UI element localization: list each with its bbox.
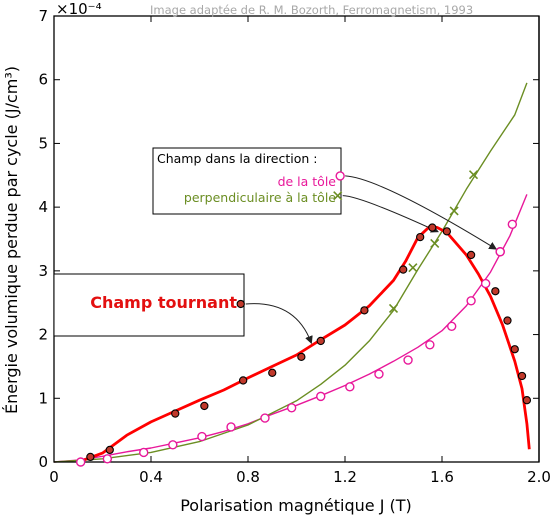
data-point-de-la-tole xyxy=(286,403,297,413)
data-point-perpendiculaire xyxy=(408,263,418,273)
data-point-de-la-tole xyxy=(495,247,505,257)
data-point-de-la-tole xyxy=(335,171,345,181)
data-point-champ-tournant xyxy=(466,250,476,260)
data-point-champ-tournant xyxy=(399,265,408,274)
data-point-champ-tournant xyxy=(503,316,512,325)
data-point-champ-tournant xyxy=(491,287,500,296)
data-point-champ-tournant xyxy=(360,306,369,315)
x-tick-label: 0.8 xyxy=(236,468,260,486)
data-point-de-la-tole xyxy=(374,369,384,379)
data-point-de-la-tole xyxy=(197,431,207,442)
data-point-champ-tournant xyxy=(105,445,114,455)
data-point-champ-tournant xyxy=(416,232,425,242)
data-point-perpendiculaire xyxy=(449,206,459,216)
data-point-perpendiculaire xyxy=(468,170,479,180)
x-tick-label: 1.6 xyxy=(430,468,454,486)
data-point-de-la-tole xyxy=(168,440,178,450)
data-point-champ-tournant xyxy=(297,352,306,362)
x-tick-label: 2.0 xyxy=(527,468,551,486)
y-multiplier: ×10⁻⁴ xyxy=(56,0,102,18)
data-point-de-la-tole xyxy=(139,447,149,458)
data-point-champ-tournant xyxy=(442,227,451,236)
data-point-de-la-tole xyxy=(480,278,491,289)
annotation-label: Champ tournant xyxy=(90,293,237,312)
legend-entry-de-la-tole: de la tôle xyxy=(278,174,337,189)
credit-text: Image adaptée de R. M. Bozorth, Ferromag… xyxy=(150,3,473,17)
y-tick-label: 5 xyxy=(38,134,48,152)
data-point-perpendiculaire xyxy=(333,191,343,201)
data-point-perpendiculaire xyxy=(388,303,399,314)
annotation-arrows xyxy=(245,175,498,345)
arrow-de-la-tole xyxy=(345,175,498,250)
data-point-de-la-tole xyxy=(75,457,86,467)
axes-frame xyxy=(53,15,540,463)
data-point-de-la-tole xyxy=(345,382,355,392)
data-point-de-la-tole xyxy=(425,340,435,350)
data-point-de-la-tole xyxy=(466,296,476,306)
series-line-champ-tournant xyxy=(77,224,531,464)
data-point-champ-tournant xyxy=(236,299,245,309)
legend-title: Champ dans la direction : xyxy=(157,151,317,166)
data-point-champ-tournant xyxy=(522,396,532,405)
data-point-champ-tournant xyxy=(517,371,527,381)
data-point-de-la-tole xyxy=(226,422,236,432)
data-point-champ-tournant xyxy=(268,368,277,377)
data-point-champ-tournant xyxy=(428,223,437,232)
legend: Champ dans la direction : de la tôle per… xyxy=(152,147,342,215)
data-point-champ-tournant xyxy=(238,376,248,385)
data-point-champ-tournant xyxy=(86,452,95,462)
y-tick-label: 6 xyxy=(38,71,48,89)
x-tick-label: 0.4 xyxy=(139,468,163,486)
data-point-champ-tournant xyxy=(171,409,180,418)
series-line-de-la-t-le xyxy=(53,194,528,463)
y-tick-label: 2 xyxy=(38,326,48,344)
data-point-de-la-tole xyxy=(260,413,270,423)
y-tick-label: 1 xyxy=(38,389,48,407)
data-point-champ-tournant xyxy=(510,345,519,354)
x-tick-label: 1.2 xyxy=(333,468,357,486)
y-axis-label: Énergie volumique perdue par cycle (J/cm… xyxy=(2,66,21,414)
data-point-champ-tournant xyxy=(200,401,209,411)
x-axis-label: Polarisation magnétique J (T) xyxy=(180,496,412,515)
arrow-champ-tournant xyxy=(245,303,313,345)
annotation-box xyxy=(53,273,245,337)
data-point-de-la-tole xyxy=(316,391,326,402)
axis-ticks: 0 0.4 0.8 1.2 1.6 2.0 0 1 2 3 4 5 6 7 xyxy=(38,7,550,486)
arrow-perpendiculaire xyxy=(342,195,439,233)
series-markers xyxy=(75,170,532,467)
y-tick-label: 7 xyxy=(38,7,48,25)
legend-entry-perpendiculaire: perpendiculaire à la tôle xyxy=(184,190,336,205)
data-point-de-la-tole xyxy=(447,321,457,331)
data-point-de-la-tole xyxy=(507,219,518,230)
data-point-de-la-tole xyxy=(403,355,413,365)
legend-box xyxy=(152,147,342,215)
y-tick-label: 0 xyxy=(38,453,48,471)
champ-tournant-annotation: Champ tournant xyxy=(53,273,245,337)
y-tick-label: 3 xyxy=(38,262,48,280)
data-point-perpendiculaire xyxy=(430,238,440,249)
x-tick-label: 0 xyxy=(49,468,59,486)
data-point-de-la-tole xyxy=(102,454,113,464)
data-point-champ-tournant xyxy=(316,336,325,346)
y-tick-label: 4 xyxy=(38,198,48,216)
